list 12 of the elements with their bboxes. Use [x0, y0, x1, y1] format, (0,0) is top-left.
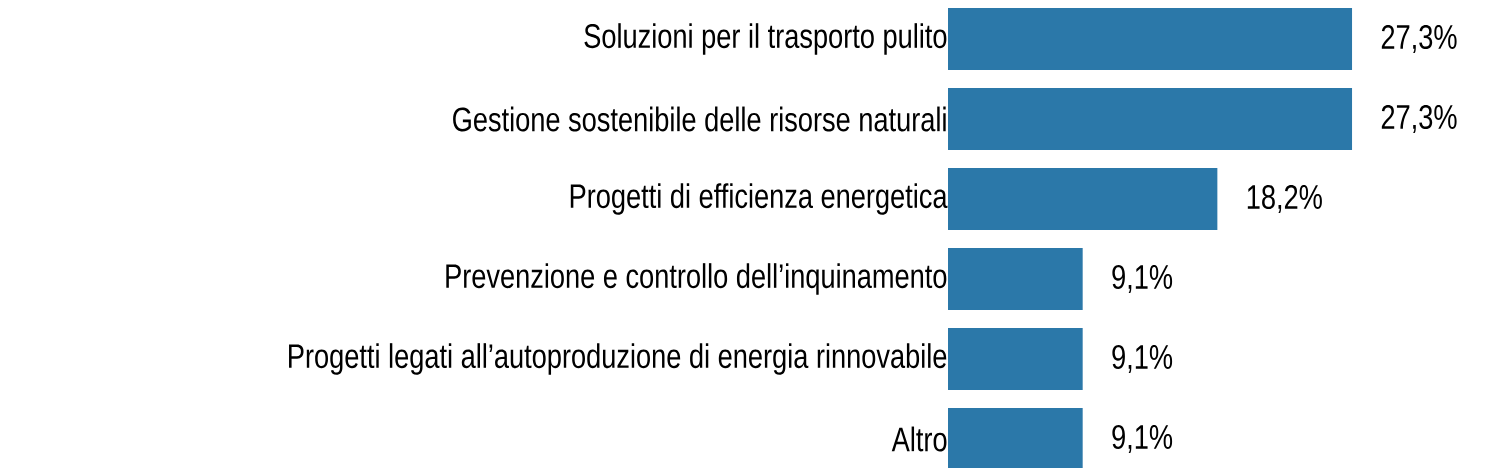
data-label: 27,3% — [1381, 104, 1457, 134]
data-label: 18,2% — [1247, 184, 1322, 214]
y-tick-label: Prevenzione e controllo dell’inquinamento — [446, 263, 947, 295]
data-label: 9,1% — [1112, 264, 1173, 294]
y-tick-label: Progetti legati all’autoproduzione di energia rinnovabile — [289, 343, 947, 375]
data-label: 9,1% — [1112, 424, 1173, 454]
y-tick-label: Altro — [891, 426, 947, 452]
y-tick-label: Progetti di efficienza energetica — [570, 183, 948, 215]
y-tick-label: Soluzioni per il trasporto pulito — [584, 23, 947, 55]
data-label: 9,1% — [1112, 344, 1173, 374]
data-label: 27,3% — [1381, 24, 1457, 54]
y-tick-label: Gestione sostenibile delle risorse naturali — [453, 106, 946, 132]
